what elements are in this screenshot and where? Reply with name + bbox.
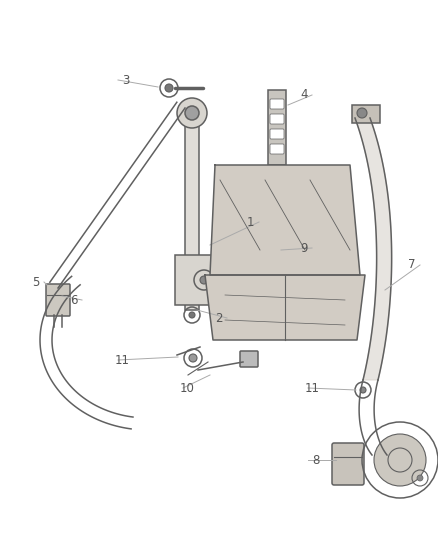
Text: 11: 11 [115, 353, 130, 367]
Text: 10: 10 [180, 382, 195, 394]
FancyBboxPatch shape [270, 144, 284, 154]
Text: 8: 8 [313, 454, 320, 466]
Polygon shape [205, 275, 365, 340]
Text: 1: 1 [247, 215, 254, 229]
FancyBboxPatch shape [332, 443, 364, 485]
Polygon shape [210, 165, 360, 275]
Circle shape [189, 354, 197, 362]
Text: 2: 2 [215, 311, 223, 325]
Circle shape [165, 84, 173, 92]
Text: 6: 6 [70, 294, 78, 306]
Text: 9: 9 [300, 241, 307, 254]
FancyBboxPatch shape [46, 284, 70, 316]
Circle shape [189, 312, 195, 318]
Circle shape [374, 434, 426, 486]
FancyBboxPatch shape [352, 105, 380, 123]
FancyBboxPatch shape [185, 115, 199, 310]
Text: 5: 5 [32, 276, 39, 288]
Circle shape [417, 475, 423, 481]
FancyBboxPatch shape [175, 255, 217, 305]
Text: 7: 7 [408, 259, 416, 271]
FancyBboxPatch shape [270, 114, 284, 124]
Text: 3: 3 [123, 74, 130, 86]
Circle shape [185, 106, 199, 120]
Circle shape [266, 236, 282, 252]
Circle shape [200, 276, 208, 284]
Circle shape [177, 98, 207, 128]
Text: 11: 11 [305, 382, 320, 394]
Circle shape [360, 387, 366, 393]
FancyBboxPatch shape [270, 129, 284, 139]
Circle shape [357, 108, 367, 118]
Polygon shape [355, 118, 392, 380]
FancyBboxPatch shape [268, 90, 286, 165]
Text: 4: 4 [300, 88, 307, 101]
FancyBboxPatch shape [270, 99, 284, 109]
FancyBboxPatch shape [240, 351, 258, 367]
